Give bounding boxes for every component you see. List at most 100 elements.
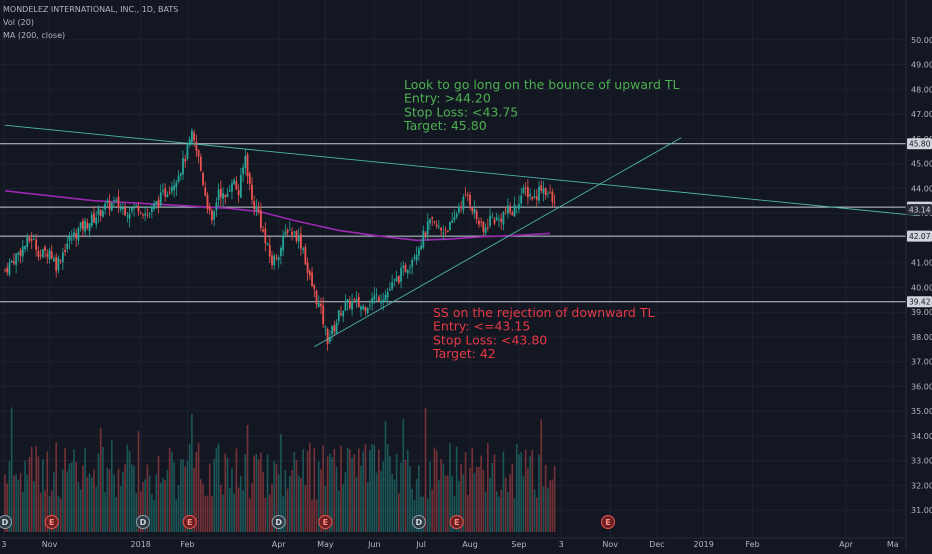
time-axis[interactable]: 3 Nov 2018 Feb Apr May Jun Jul Aug Sep 3 Nov Dec 2019… [0,537,906,549]
candle [498,214,500,228]
volume-bar [188,443,191,532]
volume-bar [90,477,93,532]
volume-bar [511,463,514,532]
candle [411,257,414,275]
candle [549,184,552,194]
volume-bar [433,447,436,532]
earnings-marker[interactable]: E [182,515,197,529]
x-tick-label: Sep [511,540,526,549]
candle [8,258,11,278]
volume-bar [322,445,324,532]
volume-bar [415,478,418,532]
candle [462,193,465,215]
volume-bar [106,467,109,532]
volume-bar [429,461,431,532]
volume-bar [171,451,173,532]
earnings-marker[interactable]: E [600,515,615,529]
volume-bar [215,447,218,532]
event-letter: D [2,518,9,527]
candle [206,191,209,214]
earnings-marker[interactable]: E [449,515,464,529]
volume-bar [289,475,291,532]
volume-bar [482,470,485,532]
candle [433,221,436,225]
candle [162,182,164,195]
candle [104,201,107,215]
volume-bar [309,443,311,532]
volume-bar [507,491,509,532]
candle [177,170,180,184]
candle [273,253,276,270]
trendlines[interactable] [4,124,918,348]
volume-bar [495,491,498,532]
volume-bar [111,439,113,532]
earnings-marker[interactable]: E [318,515,333,529]
volume-bar [179,459,182,532]
candle [458,203,460,215]
volume-bar [380,471,382,532]
legend: MONDELEZ INTERNATIONAL, INC., 1D, BATS V… [3,3,178,42]
candle [442,225,445,240]
y-tick-label: 36.00 [911,382,932,391]
volume-bar [8,461,11,532]
annotations[interactable]: Look to go long on the bounce of upward … [403,77,679,361]
volume-bar [217,443,220,532]
price-axis[interactable]: 31.00 32.00 33.00 34.00 35.00 36.00 37.00 38.00… [905,0,932,550]
volume-bar [420,496,422,532]
volume-bar [117,468,120,532]
volume-bar [513,498,516,532]
volume-bar [24,460,26,532]
y-tick-label: 49.00 [911,61,932,70]
price-level-tag [907,138,932,150]
volume-bar [22,492,24,532]
trendline[interactable] [314,137,682,348]
candle [106,197,109,206]
dividend-marker[interactable]: D [135,515,150,529]
volume-bar [35,446,37,532]
indicator-volume[interactable]: Vol (20) [3,18,34,27]
candle [135,204,138,207]
annotation-line: SS on the rejection of downward TL [433,305,654,320]
volume-bar [444,475,447,532]
volume-bar [329,453,331,532]
candle [480,217,483,227]
volume-bar [424,407,427,532]
volume-bar [220,484,222,532]
horizontal-levels[interactable] [0,143,906,303]
volume-bar [324,485,327,532]
candle [295,229,298,244]
dividend-marker[interactable]: D [411,515,426,529]
volume-bar [291,470,293,532]
earnings-marker[interactable]: E [44,515,59,529]
candle [93,205,95,223]
candle [511,210,514,216]
annotation-green[interactable]: Look to go long on the bounce of upward … [403,77,679,133]
volume-bar [46,451,49,532]
candle [473,200,476,219]
trendline[interactable] [4,124,918,217]
candle [304,243,307,265]
annotation-red[interactable]: SS on the rejection of downward TLEntry:… [432,305,654,361]
dividend-marker[interactable]: D [271,515,286,529]
volume-bar [446,475,449,532]
volume-bar [395,454,398,532]
volume-bar [168,447,171,532]
volume-bar [166,470,169,532]
volume-bar [357,448,360,532]
volume-bar [246,424,249,532]
volume-bar [317,461,320,532]
indicator-ma[interactable]: MA (200, close) [3,31,66,40]
volume-bar [355,476,358,532]
candle [518,195,520,214]
candle [255,199,258,216]
candle [353,297,356,304]
volume-bar [502,451,505,532]
annotation-line: Stop Loss: <43.75 [404,104,518,119]
volume-bar [475,466,478,532]
candle [204,181,207,197]
dividend-marker[interactable]: D [0,515,12,529]
volume-bar [422,496,425,532]
